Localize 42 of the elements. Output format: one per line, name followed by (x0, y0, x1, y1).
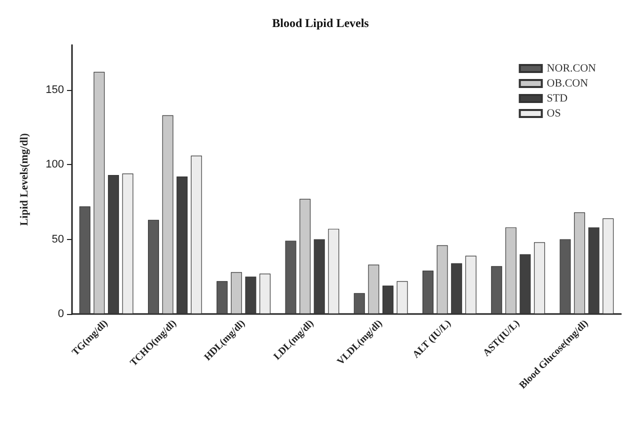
y-tick-label: 100 (46, 158, 64, 171)
bar (314, 239, 325, 314)
y-tick-label: 0 (58, 308, 64, 320)
bar (465, 256, 476, 314)
bar (368, 264, 380, 314)
bar (451, 263, 462, 314)
legend-label: OB.CON (546, 78, 588, 90)
y-tick-label: 50 (52, 233, 64, 246)
y-tick-label: 150 (46, 84, 64, 96)
y-axis-title: Lipid Levels(mg/dl) (18, 132, 30, 226)
bar (354, 293, 365, 314)
bar (520, 254, 531, 314)
bar (94, 72, 105, 314)
bar (245, 276, 256, 314)
bar (396, 281, 408, 314)
bar (79, 206, 90, 314)
bar (108, 175, 119, 314)
bar (382, 286, 394, 314)
bar (216, 281, 228, 314)
legend-label: NOR.CON (546, 62, 596, 74)
bar (491, 266, 502, 314)
bar (328, 228, 340, 314)
bar (230, 272, 242, 314)
bar (148, 220, 159, 314)
bar (190, 156, 202, 314)
chart-title: Blood Lipid Levels (272, 16, 370, 30)
bar (560, 239, 571, 314)
bar (602, 218, 614, 314)
bar (422, 270, 434, 314)
bar (505, 227, 516, 314)
bar (436, 245, 448, 314)
bar (162, 115, 174, 314)
bar (260, 274, 271, 314)
legend-label: OS (546, 108, 561, 120)
bar (534, 242, 546, 314)
bar (285, 240, 296, 314)
bar (300, 198, 311, 314)
bar (176, 176, 188, 314)
legend-label: STD (546, 92, 568, 104)
bar (122, 174, 134, 314)
bar (574, 212, 586, 314)
bar (588, 227, 600, 314)
